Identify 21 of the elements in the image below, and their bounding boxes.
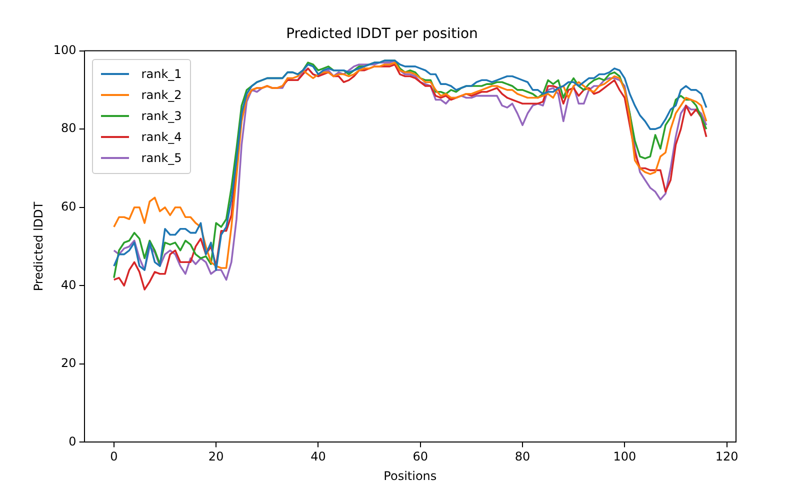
chart-title: Predicted lDDT per position: [286, 26, 478, 42]
y-tick-label: 80: [61, 121, 76, 136]
legend-label: rank_2: [141, 88, 182, 102]
x-tick-label: 80: [514, 450, 530, 464]
x-tick-label: 60: [412, 450, 428, 464]
x-axis-title: Positions: [384, 468, 437, 483]
y-tick-label: 100: [53, 42, 76, 57]
x-tick-label: 120: [715, 450, 738, 464]
y-tick-label: 60: [61, 199, 76, 214]
y-axis-title: Predicted lDDT: [31, 201, 46, 292]
x-tick-label: 0: [110, 450, 118, 464]
x-tick-label: 100: [613, 450, 636, 464]
y-tick-label: 20: [61, 356, 76, 370]
legend-label: rank_5: [141, 151, 182, 166]
x-tick-label: 40: [310, 450, 326, 464]
legend-label: rank_1: [141, 67, 182, 82]
y-tick-label: 40: [61, 278, 76, 292]
x-tick-label: 20: [208, 450, 224, 464]
legend-label: rank_4: [141, 130, 182, 144]
y-tick-label: 0: [68, 434, 76, 448]
legend-label: rank_3: [141, 109, 182, 124]
